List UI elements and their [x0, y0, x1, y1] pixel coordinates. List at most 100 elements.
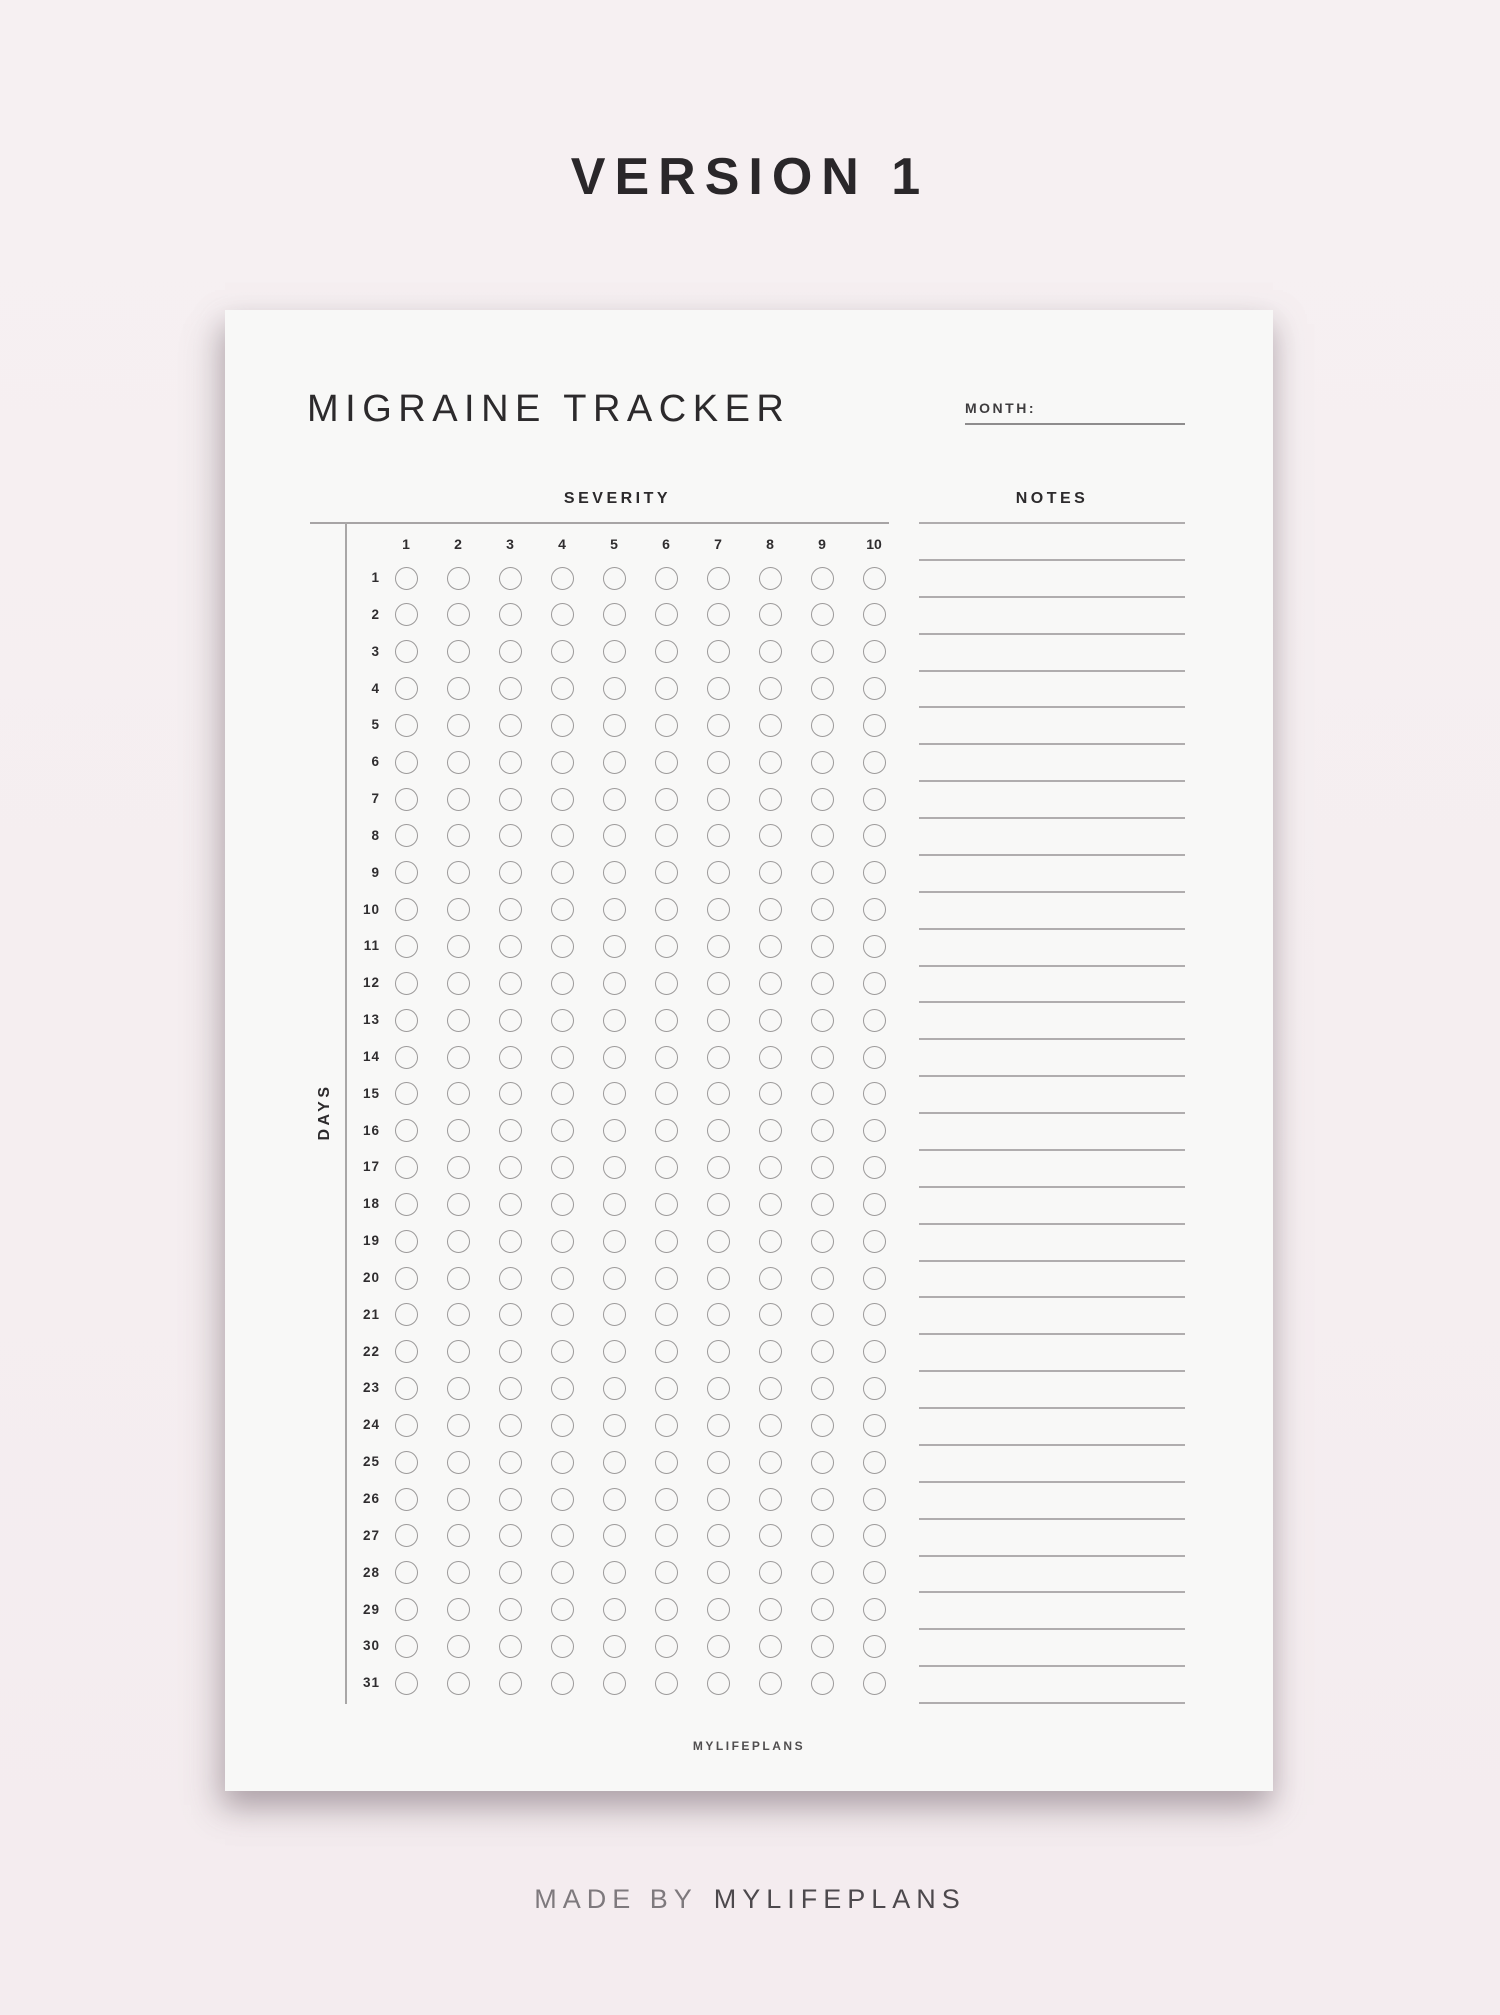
severity-circle[interactable] — [862, 898, 886, 922]
severity-circle[interactable] — [758, 1192, 782, 1216]
severity-circle[interactable] — [654, 1634, 678, 1658]
note-line[interactable] — [919, 1554, 1185, 1557]
severity-circle[interactable] — [706, 1524, 730, 1548]
severity-circle[interactable] — [810, 1671, 834, 1695]
severity-circle[interactable] — [706, 787, 730, 811]
severity-circle[interactable] — [550, 861, 574, 885]
severity-circle[interactable] — [446, 1671, 470, 1695]
severity-circle[interactable] — [862, 1082, 886, 1106]
severity-circle[interactable] — [810, 861, 834, 885]
severity-circle[interactable] — [654, 934, 678, 958]
severity-circle[interactable] — [446, 1266, 470, 1290]
note-line[interactable] — [919, 1001, 1185, 1004]
severity-circle[interactable] — [758, 787, 782, 811]
severity-circle[interactable] — [394, 750, 418, 774]
severity-circle[interactable] — [706, 603, 730, 627]
severity-circle[interactable] — [758, 898, 782, 922]
severity-circle[interactable] — [862, 1671, 886, 1695]
note-line[interactable] — [919, 890, 1185, 893]
severity-circle[interactable] — [446, 1524, 470, 1548]
severity-circle[interactable] — [706, 640, 730, 664]
severity-circle[interactable] — [706, 934, 730, 958]
severity-circle[interactable] — [498, 1229, 522, 1253]
severity-circle[interactable] — [654, 1377, 678, 1401]
severity-circle[interactable] — [810, 1082, 834, 1106]
severity-circle[interactable] — [602, 603, 626, 627]
severity-circle[interactable] — [550, 677, 574, 701]
severity-circle[interactable] — [706, 1450, 730, 1474]
severity-circle[interactable] — [446, 1008, 470, 1032]
severity-circle[interactable] — [394, 1266, 418, 1290]
severity-circle[interactable] — [446, 1156, 470, 1180]
severity-circle[interactable] — [654, 1487, 678, 1511]
severity-circle[interactable] — [394, 1671, 418, 1695]
severity-circle[interactable] — [810, 1229, 834, 1253]
severity-circle[interactable] — [862, 1413, 886, 1437]
severity-circle[interactable] — [446, 1192, 470, 1216]
note-line[interactable] — [919, 1333, 1185, 1336]
severity-circle[interactable] — [394, 1303, 418, 1327]
severity-circle[interactable] — [498, 1671, 522, 1695]
severity-circle[interactable] — [394, 677, 418, 701]
severity-circle[interactable] — [602, 861, 626, 885]
severity-circle[interactable] — [654, 1192, 678, 1216]
severity-circle[interactable] — [550, 1450, 574, 1474]
severity-circle[interactable] — [550, 1671, 574, 1695]
severity-circle[interactable] — [446, 1634, 470, 1658]
severity-circle[interactable] — [654, 640, 678, 664]
severity-circle[interactable] — [706, 1192, 730, 1216]
severity-circle[interactable] — [602, 1340, 626, 1364]
severity-circle[interactable] — [602, 1524, 626, 1548]
severity-circle[interactable] — [758, 1008, 782, 1032]
severity-circle[interactable] — [654, 787, 678, 811]
severity-circle[interactable] — [550, 713, 574, 737]
severity-circle[interactable] — [810, 1008, 834, 1032]
severity-circle[interactable] — [550, 1008, 574, 1032]
severity-circle[interactable] — [810, 1413, 834, 1437]
note-line[interactable] — [919, 632, 1185, 635]
severity-circle[interactable] — [446, 1413, 470, 1437]
note-line[interactable] — [919, 853, 1185, 856]
severity-circle[interactable] — [862, 1487, 886, 1511]
severity-circle[interactable] — [810, 677, 834, 701]
severity-circle[interactable] — [758, 1082, 782, 1106]
severity-circle[interactable] — [810, 1598, 834, 1622]
severity-circle[interactable] — [602, 713, 626, 737]
severity-circle[interactable] — [446, 971, 470, 995]
severity-circle[interactable] — [602, 898, 626, 922]
severity-circle[interactable] — [810, 640, 834, 664]
severity-circle[interactable] — [394, 566, 418, 590]
severity-circle[interactable] — [706, 713, 730, 737]
month-field[interactable]: MONTH: — [965, 400, 1185, 425]
severity-circle[interactable] — [550, 1045, 574, 1069]
severity-circle[interactable] — [862, 1156, 886, 1180]
severity-circle[interactable] — [862, 677, 886, 701]
severity-circle[interactable] — [550, 1082, 574, 1106]
severity-circle[interactable] — [446, 787, 470, 811]
severity-circle[interactable] — [654, 898, 678, 922]
severity-circle[interactable] — [654, 750, 678, 774]
severity-circle[interactable] — [550, 824, 574, 848]
note-line[interactable] — [919, 1480, 1185, 1483]
severity-circle[interactable] — [550, 1229, 574, 1253]
note-line[interactable] — [919, 927, 1185, 930]
severity-circle[interactable] — [654, 1524, 678, 1548]
severity-circle[interactable] — [394, 1561, 418, 1585]
severity-circle[interactable] — [498, 1598, 522, 1622]
note-line[interactable] — [919, 964, 1185, 967]
severity-circle[interactable] — [446, 1229, 470, 1253]
severity-circle[interactable] — [550, 750, 574, 774]
severity-circle[interactable] — [550, 1377, 574, 1401]
severity-circle[interactable] — [706, 1156, 730, 1180]
severity-circle[interactable] — [550, 1524, 574, 1548]
severity-circle[interactable] — [446, 1450, 470, 1474]
severity-circle[interactable] — [394, 1008, 418, 1032]
severity-circle[interactable] — [706, 1082, 730, 1106]
severity-circle[interactable] — [602, 640, 626, 664]
severity-circle[interactable] — [498, 824, 522, 848]
severity-circle[interactable] — [758, 861, 782, 885]
severity-circle[interactable] — [446, 1119, 470, 1143]
severity-circle[interactable] — [862, 713, 886, 737]
severity-circle[interactable] — [758, 1340, 782, 1364]
severity-circle[interactable] — [498, 1450, 522, 1474]
